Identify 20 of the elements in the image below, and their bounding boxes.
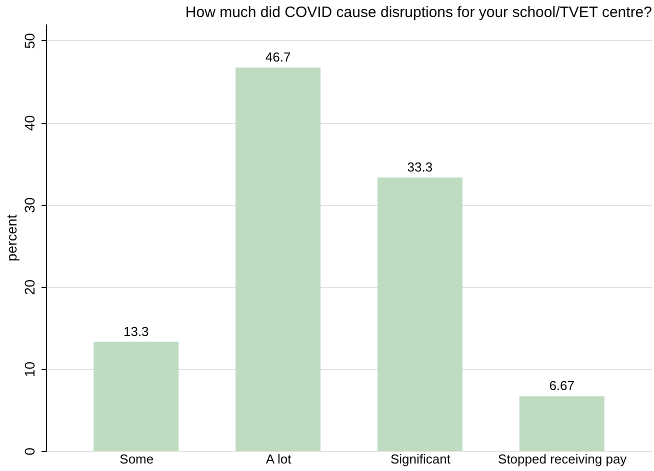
bar bbox=[236, 68, 321, 451]
x-tick-label: Stopped receiving pay bbox=[498, 452, 628, 466]
y-tick-label: 0 bbox=[22, 447, 38, 456]
chart-title: How much did COVID cause disruptions for your school/TVET centre? bbox=[185, 4, 652, 21]
bar bbox=[519, 396, 604, 451]
data-label: 46.7 bbox=[265, 50, 291, 65]
data-label: 6.67 bbox=[549, 378, 575, 394]
data-label: 13.3 bbox=[123, 324, 149, 339]
y-tick-label: 30 bbox=[22, 197, 38, 213]
y-axis-title: percent bbox=[4, 214, 20, 262]
y-tick-label: 20 bbox=[22, 279, 38, 296]
x-tick-label: Some bbox=[120, 452, 154, 466]
y-tick-label: 10 bbox=[22, 361, 38, 378]
x-tick-label: Significant bbox=[390, 452, 451, 466]
x-tick-label: A lot bbox=[266, 452, 292, 466]
y-tick-label: 50 bbox=[22, 32, 38, 49]
bar bbox=[377, 178, 462, 451]
bar bbox=[94, 342, 179, 451]
data-label: 33.3 bbox=[407, 160, 433, 175]
y-tick-label: 40 bbox=[22, 115, 38, 131]
